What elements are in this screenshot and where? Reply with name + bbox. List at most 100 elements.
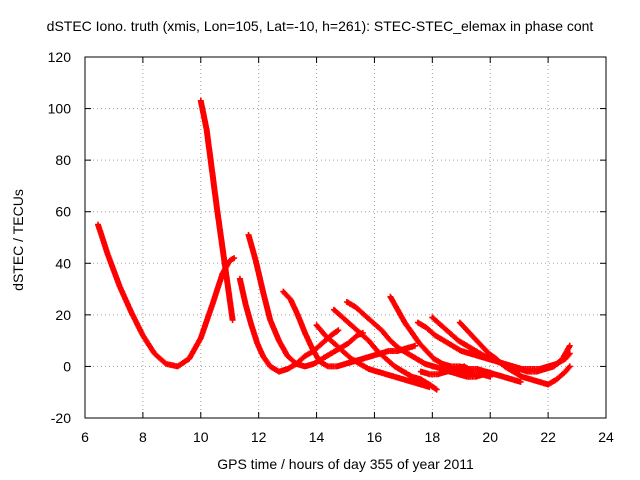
data-point [483,354,486,358]
data-point [303,365,307,368]
data-point [493,372,496,376]
x-tick-label: 10 [193,429,209,445]
plot-frame [84,56,607,419]
x-tick-label: 6 [81,429,89,445]
data-point [231,318,234,322]
data-point [367,339,370,342]
data-point [232,256,236,260]
data-point [410,380,414,384]
data-point [432,357,435,360]
data-point [269,365,272,368]
data-point [474,375,477,378]
data-point [269,318,272,322]
data-point [465,375,469,378]
y-tick-label: 100 [48,101,72,117]
data-point [568,352,572,355]
data-point [526,370,530,373]
data-point [361,357,365,360]
data-point [295,362,298,366]
data-point [254,259,257,262]
data-point [475,367,479,371]
x-tick-label: 24 [598,429,614,445]
data-point [457,339,460,342]
data-point [326,365,330,368]
data-point [312,362,315,366]
data-point [432,365,435,368]
data-point [130,311,133,314]
data-point [449,365,453,368]
data-point [277,339,281,342]
data-point [153,352,156,355]
data-series-14 [438,366,488,380]
x-tick-label: 16 [367,429,383,445]
data-point [410,331,414,335]
data-point [403,321,407,324]
data-point [354,305,357,309]
data-point [415,357,418,360]
axis-ticks: 6 8 10 12 14 16 18 20 22 24 -20 0 20 40 60 80 100 120 [48,49,614,445]
data-point [434,334,437,337]
data-point [552,365,556,368]
data-point [315,323,318,327]
x-tick-label: 22 [540,429,556,445]
y-axis-label: dSTEC / TECUs [10,189,26,291]
data-point [303,354,307,358]
data-point [205,128,208,131]
data-point [380,329,383,332]
y-tick-label: 60 [55,204,71,220]
grid [85,57,606,418]
data-point [439,367,443,371]
data-point [419,370,422,373]
data-point [118,285,121,288]
data-point [473,336,476,340]
data-point [435,388,438,391]
data-point [332,342,336,345]
data-point [480,344,483,347]
data-point [410,375,414,378]
data-point [389,339,392,342]
data-point [261,290,265,293]
data-point [238,277,242,280]
data-point [355,334,359,337]
data-point [454,367,457,371]
data-series-3 [236,275,342,375]
x-tick-label: 8 [139,429,147,445]
data-point [451,344,454,347]
data-point [106,254,110,257]
data-point [350,323,353,327]
x-tick-label: 18 [425,429,441,445]
y-tick-label: 40 [55,255,71,271]
data-point [215,205,218,208]
data-point [460,349,463,353]
data-point [425,349,428,353]
data-point [519,380,522,384]
data-point [329,352,333,355]
data-point [321,357,324,360]
data-point [561,357,564,360]
data-point [389,295,392,299]
data-point [228,259,231,262]
data-series [95,97,573,393]
data-point [296,313,299,317]
data-point [462,365,466,368]
data-point [428,383,431,386]
data-point [332,308,336,311]
data-series-7 [330,306,440,393]
data-point [510,378,514,381]
data-point [494,357,498,360]
data-point [503,365,506,368]
data-point [431,316,434,319]
data-point [199,336,202,340]
data-point [363,313,366,317]
data-point [489,375,492,378]
data-point [164,362,168,366]
data-point [535,370,538,373]
data-point [371,321,375,324]
data-point [393,365,396,368]
data-point [261,354,265,358]
data-point [347,342,350,345]
data-point [468,352,472,355]
x-tick-label: 14 [309,429,325,445]
data-point [418,342,421,345]
data-point [277,370,281,373]
